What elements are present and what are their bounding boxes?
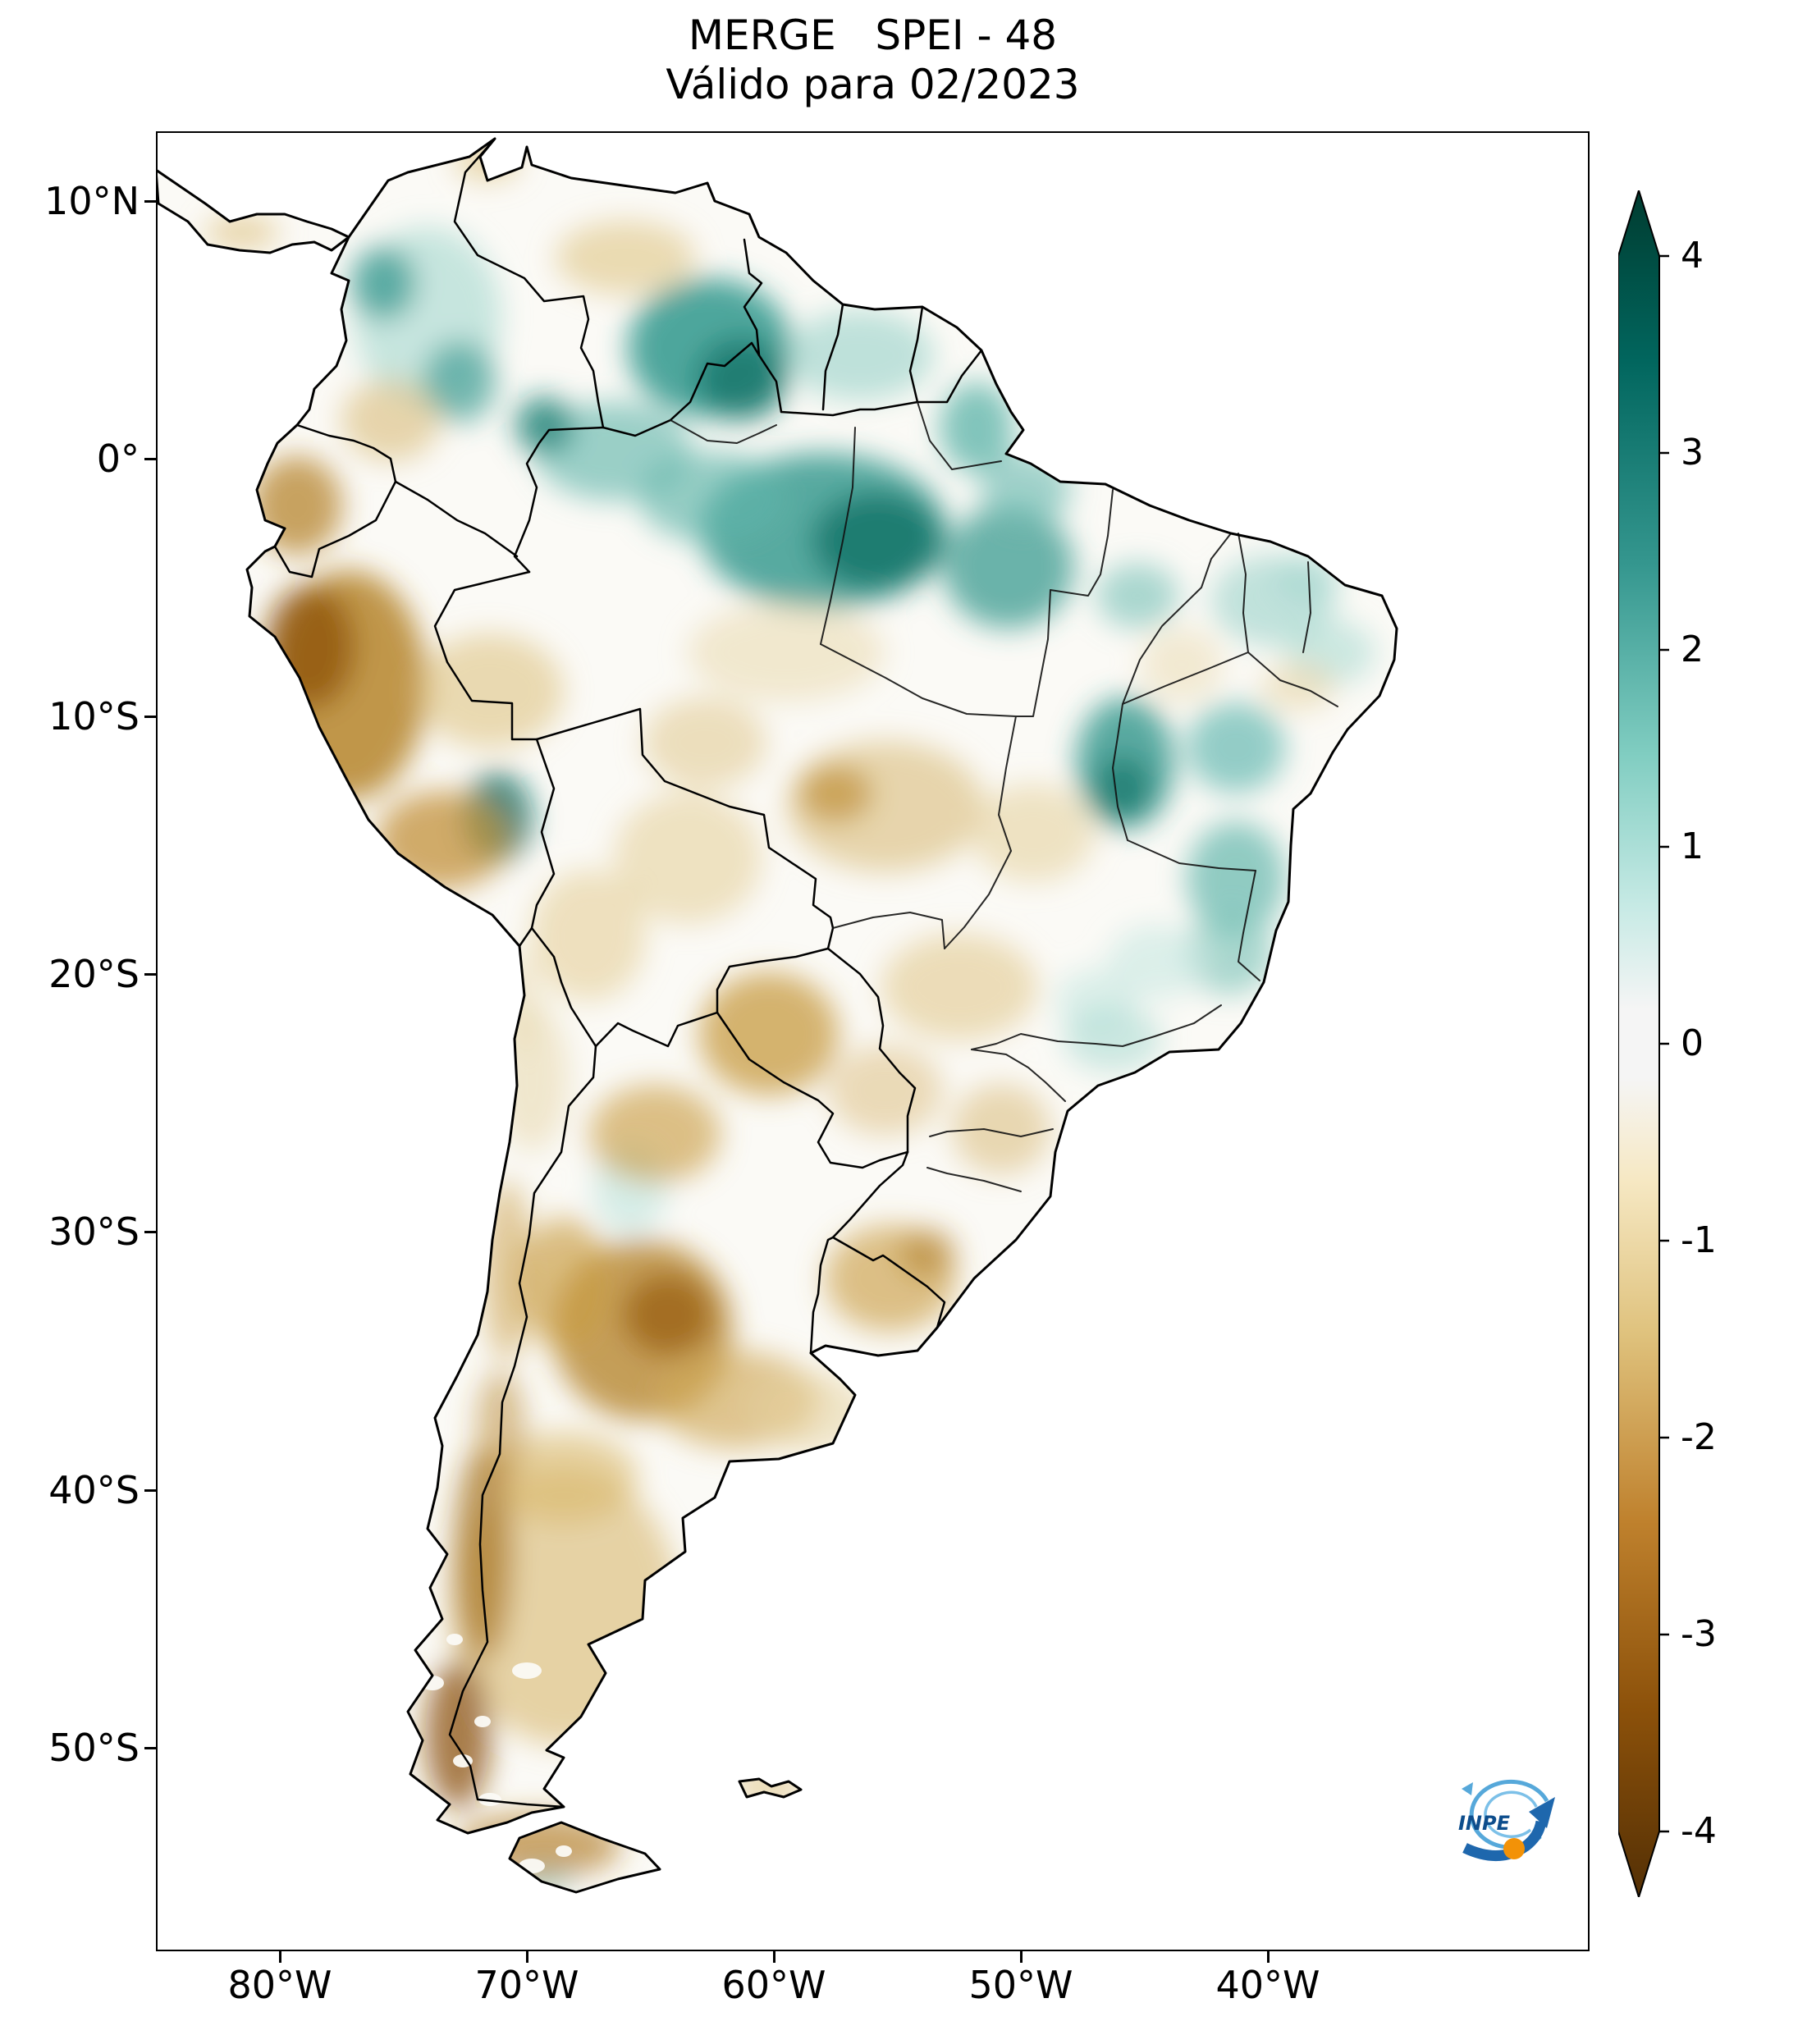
colorbar-tick-marks <box>1659 254 1669 1833</box>
x-tick-mark <box>1019 1951 1023 1963</box>
colorbar-tick-label: -4 <box>1681 1810 1717 1852</box>
colorbar-tick-label: -2 <box>1681 1416 1717 1458</box>
inpe-logo: INPE <box>1458 1779 1555 1861</box>
logo-inner-swirl-icon <box>1484 1790 1538 1838</box>
y-tick-mark <box>144 1230 156 1233</box>
colorbar-gradient <box>1618 190 1660 1897</box>
colorbar-tick-label: 0 <box>1681 1022 1704 1064</box>
country-borders <box>273 137 983 1809</box>
y-tick-label: 50°S <box>48 1726 140 1770</box>
coastline <box>156 137 1398 1894</box>
logo-orange-ball-icon <box>1503 1838 1525 1859</box>
x-tick-mark <box>1266 1951 1270 1963</box>
colorbar-tick-label: 2 <box>1681 629 1704 670</box>
y-tick-mark <box>144 199 156 203</box>
y-tick-label: 40°S <box>48 1468 140 1512</box>
y-tick-mark <box>144 715 156 718</box>
x-tick-label: 70°W <box>474 1963 579 2007</box>
y-tick-mark <box>144 1488 156 1492</box>
x-tick-label: 60°W <box>721 1963 826 2007</box>
x-tick-label: 40°W <box>1215 1963 1320 2007</box>
y-tick-label: 20°S <box>48 952 140 996</box>
state-borders <box>670 401 1338 1192</box>
x-tick-label: 50°W <box>968 1963 1073 2007</box>
x-tick-mark <box>278 1951 281 1963</box>
y-tick-label: 10°N <box>44 179 140 223</box>
no-data-speckles <box>420 1558 572 1873</box>
x-tick-label: 80°W <box>227 1963 332 2007</box>
x-tick-mark <box>772 1951 775 1963</box>
x-tick-mark <box>525 1951 528 1963</box>
logo-text: INPE <box>1458 1812 1511 1835</box>
colorbar-tick-label: -3 <box>1681 1613 1717 1655</box>
colorbar-tick-label: 4 <box>1681 235 1704 277</box>
colorbar-tick-label: 1 <box>1681 825 1704 867</box>
y-tick-label: 30°S <box>48 1209 140 1254</box>
figure-title: MERGE SPEI - 48 <box>688 11 1058 59</box>
figure-subtitle: Válido para 02/2023 <box>666 61 1080 108</box>
y-tick-label: 0° <box>96 437 140 481</box>
logo-swirl-arrowhead-icon <box>1462 1782 1473 1795</box>
axes-frame <box>156 131 1590 1951</box>
colorbar <box>1618 190 1669 1897</box>
y-tick-mark <box>144 972 156 976</box>
y-tick-mark <box>144 457 156 460</box>
colorbar-tick-label: 3 <box>1681 432 1704 473</box>
logo-arrowhead-icon <box>1529 1797 1555 1828</box>
logo-arrow-icon <box>1462 1820 1547 1861</box>
y-tick-mark <box>144 1746 156 1749</box>
south-america-map <box>156 137 1398 1894</box>
colorbar-tick-label: -1 <box>1681 1219 1717 1261</box>
y-tick-label: 10°S <box>48 694 140 738</box>
